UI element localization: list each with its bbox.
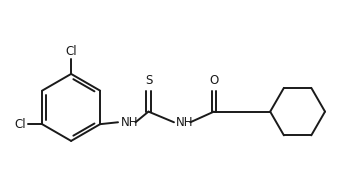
Text: Cl: Cl [65, 45, 77, 58]
Text: NH: NH [176, 116, 193, 129]
Text: O: O [209, 74, 219, 87]
Text: Cl: Cl [15, 118, 26, 131]
Text: NH: NH [121, 116, 139, 129]
Text: S: S [145, 74, 152, 87]
